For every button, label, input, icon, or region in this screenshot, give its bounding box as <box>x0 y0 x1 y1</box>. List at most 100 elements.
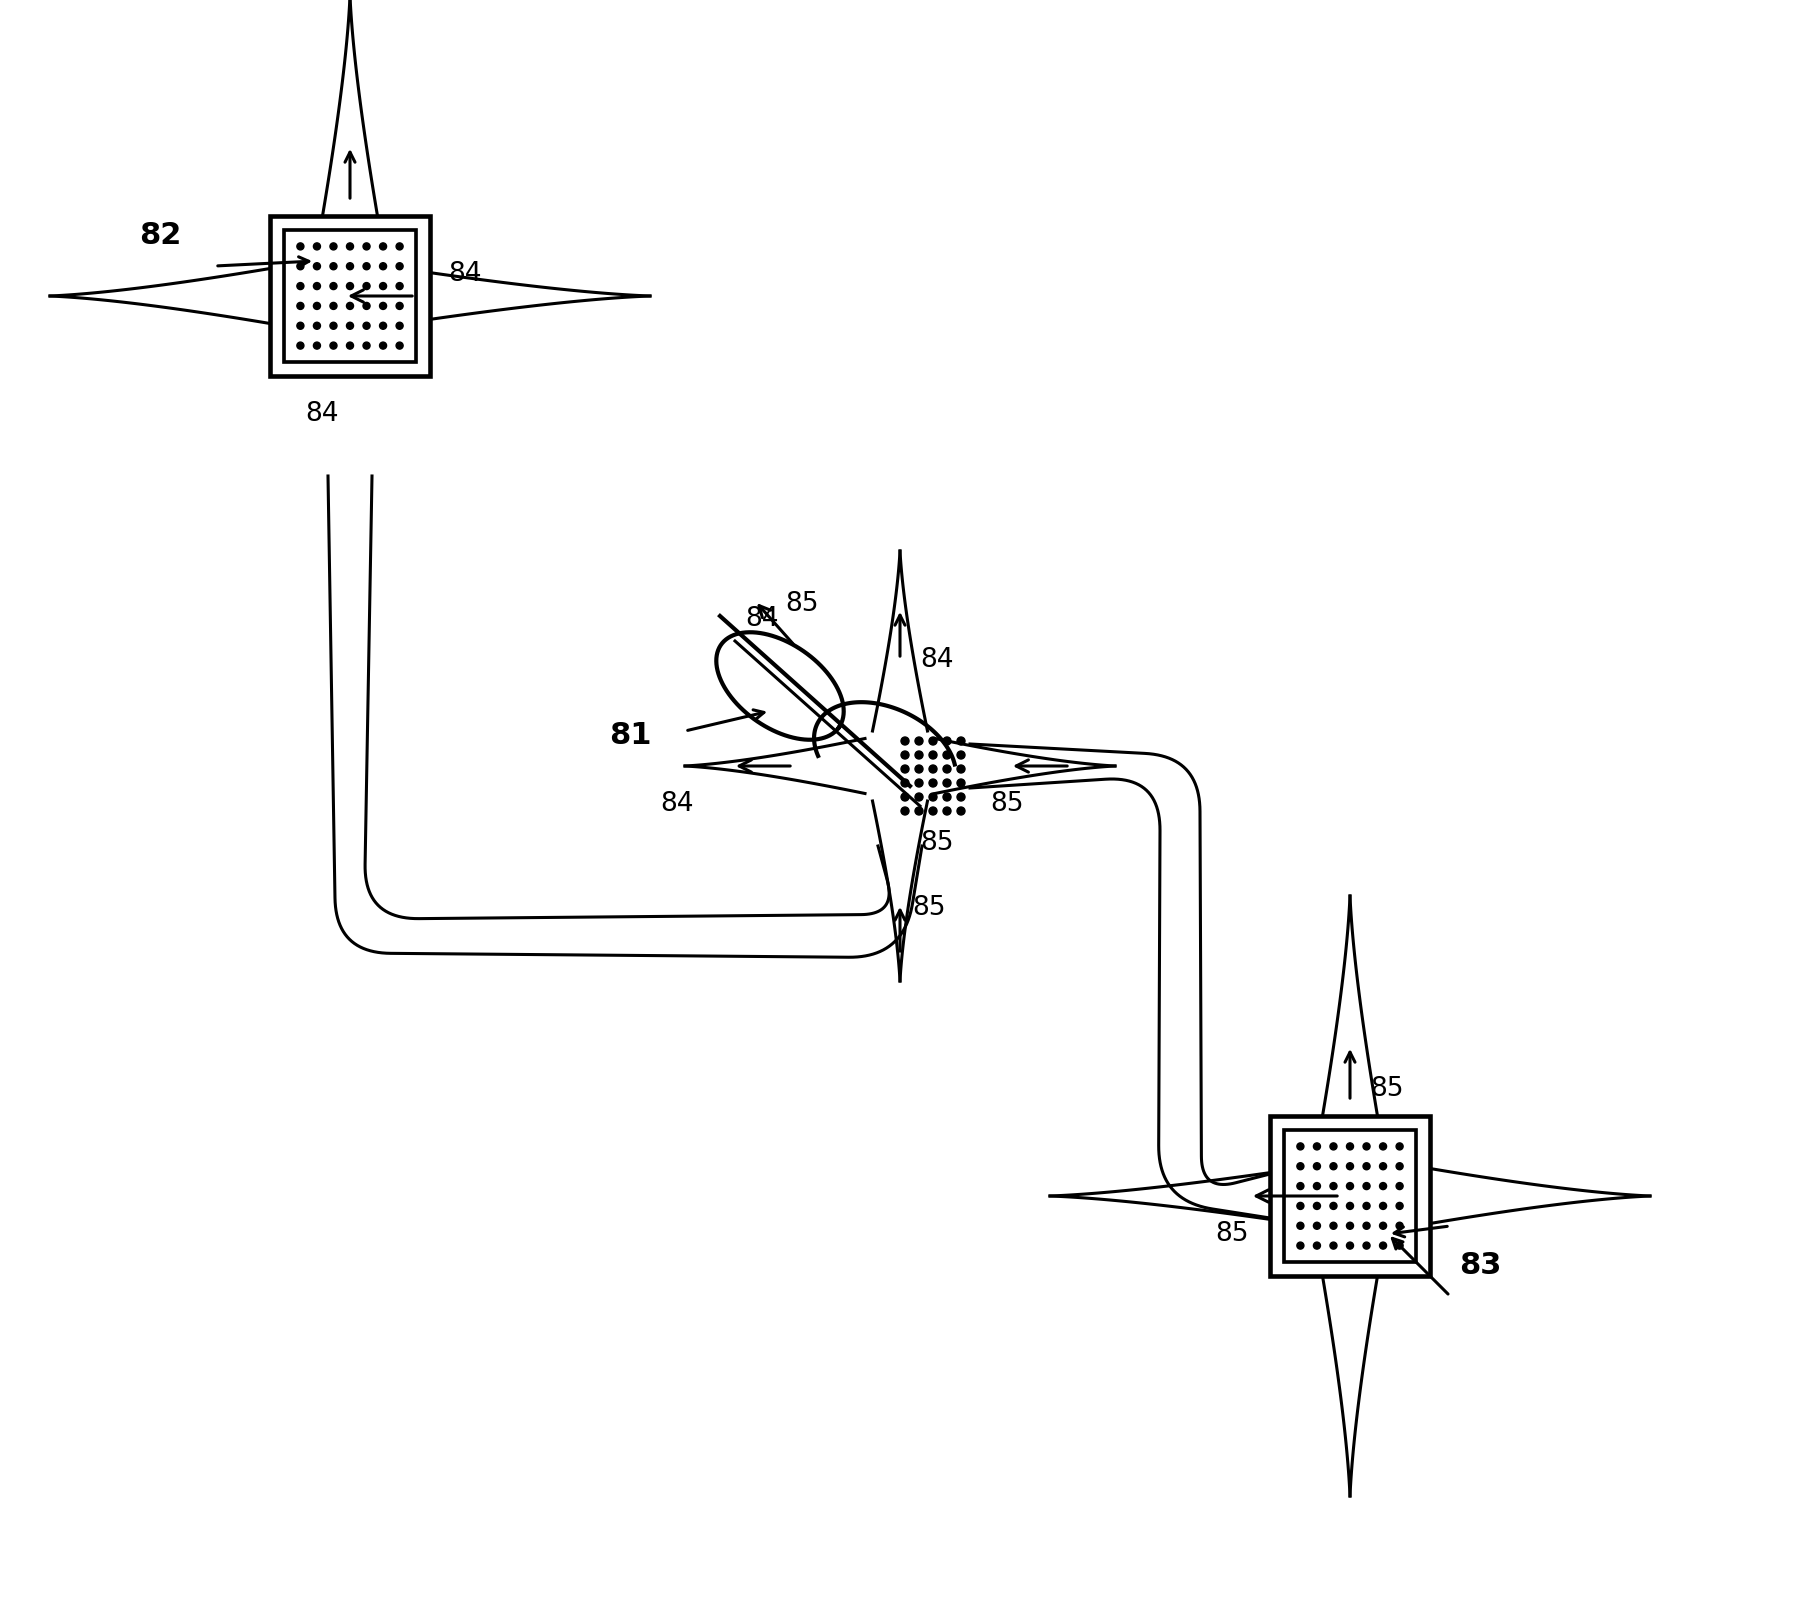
Circle shape <box>1397 1143 1404 1151</box>
Circle shape <box>297 343 304 349</box>
Circle shape <box>1313 1164 1321 1170</box>
Circle shape <box>901 806 908 814</box>
Circle shape <box>396 263 403 270</box>
Circle shape <box>1397 1222 1404 1230</box>
Circle shape <box>297 322 304 330</box>
Circle shape <box>930 751 937 760</box>
Circle shape <box>901 751 908 760</box>
Circle shape <box>1330 1243 1337 1249</box>
Circle shape <box>901 779 908 787</box>
Text: 85: 85 <box>990 790 1024 818</box>
Circle shape <box>297 242 304 250</box>
Circle shape <box>1313 1243 1321 1249</box>
Circle shape <box>1380 1143 1386 1151</box>
Circle shape <box>1313 1183 1321 1189</box>
Circle shape <box>347 263 353 270</box>
Circle shape <box>915 793 923 802</box>
Circle shape <box>1362 1202 1369 1209</box>
Circle shape <box>347 242 353 250</box>
Circle shape <box>1362 1222 1369 1230</box>
Text: 82: 82 <box>139 221 181 250</box>
Circle shape <box>364 283 371 289</box>
Circle shape <box>313 242 320 250</box>
Circle shape <box>1380 1243 1386 1249</box>
Circle shape <box>1346 1143 1353 1151</box>
Bar <box>284 229 416 362</box>
Circle shape <box>957 737 964 745</box>
Bar <box>1284 1130 1416 1262</box>
Circle shape <box>380 283 387 289</box>
Circle shape <box>329 322 336 330</box>
Circle shape <box>329 343 336 349</box>
Circle shape <box>1380 1183 1386 1189</box>
Circle shape <box>380 322 387 330</box>
Circle shape <box>1380 1202 1386 1209</box>
Circle shape <box>297 263 304 270</box>
Circle shape <box>364 263 371 270</box>
Circle shape <box>1330 1143 1337 1151</box>
Bar <box>270 217 431 377</box>
Circle shape <box>313 343 320 349</box>
Circle shape <box>380 263 387 270</box>
Circle shape <box>1313 1222 1321 1230</box>
Circle shape <box>1297 1243 1304 1249</box>
Circle shape <box>329 263 336 270</box>
Circle shape <box>1297 1202 1304 1209</box>
Circle shape <box>1397 1183 1404 1189</box>
Circle shape <box>915 737 923 745</box>
Circle shape <box>329 283 336 289</box>
Circle shape <box>915 779 923 787</box>
Text: 84: 84 <box>921 646 953 672</box>
Circle shape <box>957 793 964 802</box>
Circle shape <box>380 242 387 250</box>
Circle shape <box>364 242 371 250</box>
Circle shape <box>297 283 304 289</box>
Circle shape <box>1362 1143 1369 1151</box>
Circle shape <box>396 302 403 309</box>
Circle shape <box>942 737 952 745</box>
Circle shape <box>930 764 937 772</box>
Circle shape <box>1380 1222 1386 1230</box>
Circle shape <box>942 764 952 772</box>
Text: 84: 84 <box>745 606 778 632</box>
Circle shape <box>1362 1164 1369 1170</box>
Circle shape <box>347 302 353 309</box>
Circle shape <box>1346 1164 1353 1170</box>
Text: 85: 85 <box>785 591 818 617</box>
Circle shape <box>957 806 964 814</box>
Circle shape <box>901 737 908 745</box>
Bar <box>1270 1117 1429 1277</box>
Circle shape <box>1297 1222 1304 1230</box>
Circle shape <box>1380 1164 1386 1170</box>
Circle shape <box>1362 1183 1369 1189</box>
Circle shape <box>942 793 952 802</box>
Circle shape <box>396 322 403 330</box>
Circle shape <box>1397 1164 1404 1170</box>
Text: 85: 85 <box>1369 1076 1404 1102</box>
Circle shape <box>957 779 964 787</box>
Circle shape <box>380 343 387 349</box>
Circle shape <box>313 322 320 330</box>
Circle shape <box>347 322 353 330</box>
Text: 81: 81 <box>610 721 651 750</box>
Circle shape <box>297 302 304 309</box>
Circle shape <box>930 806 937 814</box>
Circle shape <box>1330 1183 1337 1189</box>
Circle shape <box>901 793 908 802</box>
Circle shape <box>1362 1243 1369 1249</box>
Text: 85: 85 <box>921 831 953 856</box>
Circle shape <box>1346 1183 1353 1189</box>
Circle shape <box>930 779 937 787</box>
Circle shape <box>1397 1202 1404 1209</box>
Circle shape <box>364 302 371 309</box>
Text: 84: 84 <box>449 262 481 288</box>
Circle shape <box>313 263 320 270</box>
Circle shape <box>915 806 923 814</box>
Circle shape <box>329 242 336 250</box>
Circle shape <box>1346 1222 1353 1230</box>
Text: 83: 83 <box>1458 1251 1501 1280</box>
Circle shape <box>1330 1164 1337 1170</box>
Circle shape <box>957 764 964 772</box>
Circle shape <box>364 322 371 330</box>
Circle shape <box>1330 1202 1337 1209</box>
